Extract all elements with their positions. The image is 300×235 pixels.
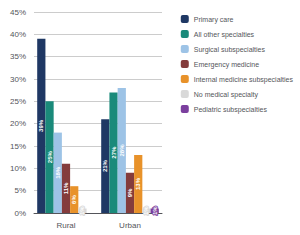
svg-text:35%: 35% (10, 52, 26, 61)
svg-text:15%: 15% (10, 142, 26, 151)
svg-text:Emergency medicine: Emergency medicine (194, 61, 259, 69)
svg-text:Rural: Rural (56, 221, 75, 230)
svg-text:13%: 13% (135, 177, 141, 190)
svg-text:All other specialties: All other specialties (194, 31, 255, 39)
svg-text:Urban: Urban (119, 221, 141, 230)
svg-text:21%: 21% (102, 159, 108, 172)
svg-text:1%: 1% (143, 206, 149, 215)
svg-text:Primary care: Primary care (194, 16, 234, 24)
svg-text:5%: 5% (14, 186, 26, 195)
svg-text:Internal medicine subspecialti: Internal medicine subspecialties (194, 76, 294, 84)
svg-text:11%: 11% (63, 182, 69, 194)
svg-text:25%: 25% (47, 151, 53, 164)
svg-text:1%: 1% (152, 206, 158, 215)
svg-text:28%: 28% (119, 144, 125, 157)
svg-text:39%: 39% (38, 119, 44, 132)
svg-text:40%: 40% (10, 30, 26, 39)
svg-text:27%: 27% (111, 146, 117, 159)
svg-text:20%: 20% (10, 119, 26, 128)
svg-text:6%: 6% (71, 195, 77, 204)
svg-text:10%: 10% (10, 164, 26, 173)
svg-text:45%: 45% (10, 8, 26, 17)
svg-text:0%: 0% (14, 209, 26, 218)
svg-text:25%: 25% (10, 97, 26, 106)
svg-text:1%: 1% (79, 206, 85, 215)
svg-text:18%: 18% (55, 166, 61, 179)
svg-text:30%: 30% (10, 75, 26, 84)
svg-text:Pediatric subspecialties: Pediatric subspecialties (194, 106, 268, 114)
svg-text:No medical specialty: No medical specialty (194, 91, 259, 99)
svg-text:Surgical subspecialties: Surgical subspecialties (194, 46, 266, 54)
svg-text:9%: 9% (127, 188, 133, 197)
